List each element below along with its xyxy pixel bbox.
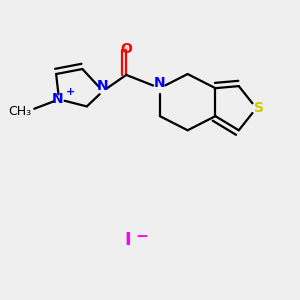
Text: O: O: [120, 42, 132, 56]
Text: N: N: [52, 92, 63, 106]
Text: +: +: [65, 87, 75, 97]
Text: −: −: [135, 229, 148, 244]
Text: N: N: [97, 79, 109, 93]
Text: I: I: [124, 231, 131, 249]
Text: S: S: [254, 101, 264, 115]
Text: CH₃: CH₃: [8, 105, 31, 118]
Text: N: N: [154, 76, 166, 90]
